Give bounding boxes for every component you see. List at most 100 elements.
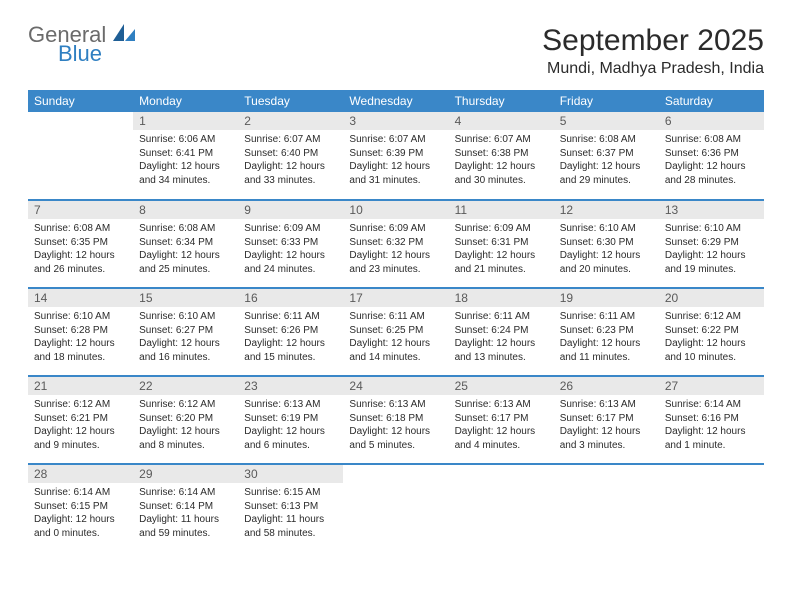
daylight-text-1: Daylight: 12 hours [665,425,758,439]
sunset-text: Sunset: 6:40 PM [244,147,337,161]
day-number: 28 [28,465,133,483]
calendar-day-cell: 6Sunrise: 6:08 AMSunset: 6:36 PMDaylight… [659,112,764,200]
day-number: 10 [343,201,448,219]
sunset-text: Sunset: 6:14 PM [139,500,232,514]
daylight-text-1: Daylight: 12 hours [349,249,442,263]
day-number: 30 [238,465,343,483]
day-details: Sunrise: 6:14 AMSunset: 6:15 PMDaylight:… [28,483,133,544]
day-details: Sunrise: 6:12 AMSunset: 6:20 PMDaylight:… [133,395,238,456]
daylight-text-1: Daylight: 12 hours [244,249,337,263]
sunrise-text: Sunrise: 6:11 AM [244,310,337,324]
day-number: 19 [554,289,659,307]
sunset-text: Sunset: 6:31 PM [455,236,548,250]
daylight-text-1: Daylight: 12 hours [139,337,232,351]
day-details: Sunrise: 6:15 AMSunset: 6:13 PMDaylight:… [238,483,343,544]
daylight-text-1: Daylight: 12 hours [455,425,548,439]
sunrise-text: Sunrise: 6:10 AM [665,222,758,236]
calendar-day-cell: 7Sunrise: 6:08 AMSunset: 6:35 PMDaylight… [28,200,133,288]
daylight-text-2: and 28 minutes. [665,174,758,188]
daylight-text-1: Daylight: 12 hours [139,160,232,174]
logo-sail-icon [113,24,135,47]
sunrise-text: Sunrise: 6:13 AM [560,398,653,412]
sunset-text: Sunset: 6:26 PM [244,324,337,338]
daylight-text-2: and 58 minutes. [244,527,337,541]
daylight-text-1: Daylight: 11 hours [244,513,337,527]
day-number: 14 [28,289,133,307]
sunrise-text: Sunrise: 6:06 AM [139,133,232,147]
calendar-day-cell: 4Sunrise: 6:07 AMSunset: 6:38 PMDaylight… [449,112,554,200]
calendar-day-cell: 25Sunrise: 6:13 AMSunset: 6:17 PMDayligh… [449,376,554,464]
daylight-text-1: Daylight: 12 hours [34,249,127,263]
daylight-text-2: and 29 minutes. [560,174,653,188]
sunset-text: Sunset: 6:16 PM [665,412,758,426]
sunset-text: Sunset: 6:24 PM [455,324,548,338]
sunrise-text: Sunrise: 6:09 AM [244,222,337,236]
day-number: 8 [133,201,238,219]
calendar-day-cell: 3Sunrise: 6:07 AMSunset: 6:39 PMDaylight… [343,112,448,200]
day-details: Sunrise: 6:08 AMSunset: 6:36 PMDaylight:… [659,130,764,191]
daylight-text-2: and 33 minutes. [244,174,337,188]
sunrise-text: Sunrise: 6:13 AM [244,398,337,412]
daylight-text-2: and 26 minutes. [34,263,127,277]
sunrise-text: Sunrise: 6:13 AM [349,398,442,412]
sunrise-text: Sunrise: 6:09 AM [455,222,548,236]
sunset-text: Sunset: 6:27 PM [139,324,232,338]
day-number: 17 [343,289,448,307]
sunrise-text: Sunrise: 6:14 AM [139,486,232,500]
day-number: 25 [449,377,554,395]
calendar-day-cell: 14Sunrise: 6:10 AMSunset: 6:28 PMDayligh… [28,288,133,376]
day-details: Sunrise: 6:07 AMSunset: 6:39 PMDaylight:… [343,130,448,191]
calendar-day-cell: 13Sunrise: 6:10 AMSunset: 6:29 PMDayligh… [659,200,764,288]
daylight-text-1: Daylight: 12 hours [560,160,653,174]
sunrise-text: Sunrise: 6:07 AM [244,133,337,147]
calendar-day-cell [659,464,764,552]
sunset-text: Sunset: 6:36 PM [665,147,758,161]
daylight-text-2: and 14 minutes. [349,351,442,365]
day-details: Sunrise: 6:13 AMSunset: 6:18 PMDaylight:… [343,395,448,456]
calendar-day-cell: 1Sunrise: 6:06 AMSunset: 6:41 PMDaylight… [133,112,238,200]
daylight-text-2: and 21 minutes. [455,263,548,277]
day-number: 22 [133,377,238,395]
day-details: Sunrise: 6:07 AMSunset: 6:40 PMDaylight:… [238,130,343,191]
daylight-text-2: and 15 minutes. [244,351,337,365]
calendar-week-row: 1Sunrise: 6:06 AMSunset: 6:41 PMDaylight… [28,112,764,200]
sunset-text: Sunset: 6:17 PM [455,412,548,426]
calendar-day-cell: 29Sunrise: 6:14 AMSunset: 6:14 PMDayligh… [133,464,238,552]
day-number: 12 [554,201,659,219]
day-number: 2 [238,112,343,130]
daylight-text-2: and 9 minutes. [34,439,127,453]
daylight-text-1: Daylight: 12 hours [560,249,653,263]
day-details: Sunrise: 6:10 AMSunset: 6:28 PMDaylight:… [28,307,133,368]
calendar-day-cell: 26Sunrise: 6:13 AMSunset: 6:17 PMDayligh… [554,376,659,464]
calendar-day-cell: 15Sunrise: 6:10 AMSunset: 6:27 PMDayligh… [133,288,238,376]
sunset-text: Sunset: 6:18 PM [349,412,442,426]
sunrise-text: Sunrise: 6:14 AM [34,486,127,500]
daylight-text-2: and 31 minutes. [349,174,442,188]
day-details: Sunrise: 6:09 AMSunset: 6:33 PMDaylight:… [238,219,343,280]
sunset-text: Sunset: 6:29 PM [665,236,758,250]
calendar-day-cell: 19Sunrise: 6:11 AMSunset: 6:23 PMDayligh… [554,288,659,376]
daylight-text-2: and 18 minutes. [34,351,127,365]
calendar-day-cell: 2Sunrise: 6:07 AMSunset: 6:40 PMDaylight… [238,112,343,200]
daylight-text-2: and 25 minutes. [139,263,232,277]
day-details: Sunrise: 6:06 AMSunset: 6:41 PMDaylight:… [133,130,238,191]
day-details: Sunrise: 6:12 AMSunset: 6:22 PMDaylight:… [659,307,764,368]
daylight-text-2: and 23 minutes. [349,263,442,277]
sunrise-text: Sunrise: 6:08 AM [139,222,232,236]
daylight-text-1: Daylight: 11 hours [139,513,232,527]
daylight-text-1: Daylight: 12 hours [665,249,758,263]
day-number: 26 [554,377,659,395]
daylight-text-2: and 5 minutes. [349,439,442,453]
day-number-empty [28,112,133,130]
day-number: 27 [659,377,764,395]
daylight-text-1: Daylight: 12 hours [455,160,548,174]
sunrise-text: Sunrise: 6:12 AM [665,310,758,324]
page-header: General Blue September 2025 Mundi, Madhy… [28,24,764,78]
sunset-text: Sunset: 6:22 PM [665,324,758,338]
sunrise-text: Sunrise: 6:12 AM [139,398,232,412]
daylight-text-1: Daylight: 12 hours [139,425,232,439]
day-details: Sunrise: 6:12 AMSunset: 6:21 PMDaylight:… [28,395,133,456]
day-number: 20 [659,289,764,307]
daylight-text-2: and 13 minutes. [455,351,548,365]
calendar-day-cell: 9Sunrise: 6:09 AMSunset: 6:33 PMDaylight… [238,200,343,288]
